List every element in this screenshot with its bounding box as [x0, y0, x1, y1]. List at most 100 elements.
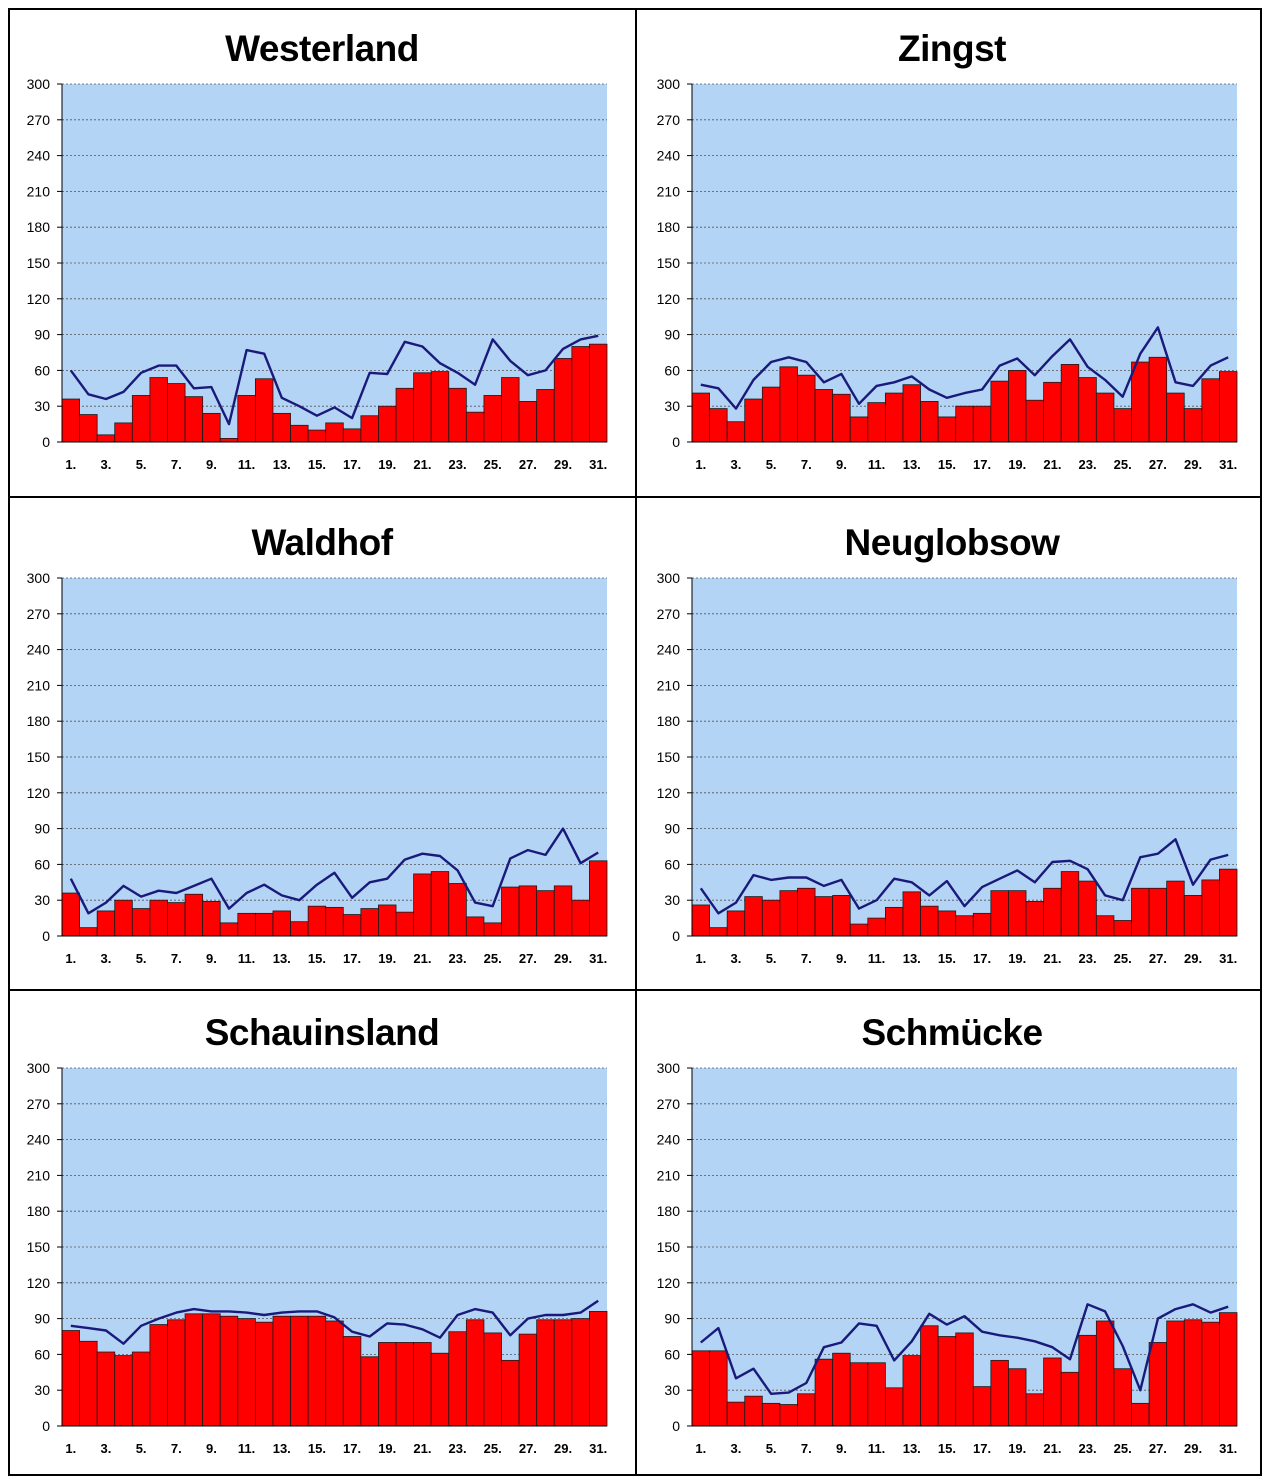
bar [1166, 1320, 1185, 1427]
bar [149, 377, 168, 443]
series-line [69, 334, 599, 426]
y-tick-label: 210 [657, 1167, 681, 1183]
x-tick-label: 15. [938, 1441, 956, 1456]
bar [553, 885, 573, 937]
bar [202, 900, 221, 937]
bar [360, 415, 379, 443]
bar [219, 438, 239, 443]
x-tick-label: 11. [238, 951, 255, 966]
bar [972, 405, 992, 443]
x-tick-label: 9. [206, 1441, 217, 1456]
x-tick-label: 13. [273, 951, 291, 966]
x-tick-label: 15. [308, 457, 326, 472]
bar [360, 908, 379, 937]
x-tick-label: 21. [413, 457, 431, 472]
x-tick-label: 23. [1079, 951, 1097, 966]
x-tick-label: 7. [171, 457, 182, 472]
y-tick-label: 300 [27, 570, 51, 586]
x-tick-label: 11. [868, 457, 885, 472]
bar [1025, 1393, 1045, 1427]
y-tick-label: 240 [27, 1132, 51, 1148]
bar [96, 1351, 116, 1427]
bar [61, 398, 80, 443]
x-tick-label: 19. [378, 1441, 396, 1456]
bar [1008, 369, 1027, 443]
bar [937, 1336, 957, 1427]
bar [237, 912, 256, 937]
bar [761, 1402, 781, 1427]
bar [937, 416, 957, 443]
bar [849, 1362, 869, 1427]
y-tick-label: 0 [42, 434, 50, 450]
x-tick-label: 19. [378, 457, 396, 472]
bar [342, 428, 362, 443]
bar [167, 383, 186, 443]
x-tick-label: 17. [973, 1441, 991, 1456]
bar [465, 1319, 485, 1427]
bar [849, 416, 869, 443]
bar [237, 395, 256, 443]
bar [955, 1332, 974, 1427]
bar [1113, 920, 1132, 937]
x-tick-label: 19. [1008, 951, 1026, 966]
bar [691, 1350, 710, 1427]
y-tick-label: 180 [657, 219, 681, 235]
y-tick-label: 150 [657, 749, 681, 765]
x-tick-label: 11. [238, 1441, 255, 1456]
bar [1043, 381, 1062, 443]
bar [430, 371, 450, 443]
bar [219, 922, 239, 937]
bar [920, 1325, 939, 1427]
bar [536, 1319, 555, 1427]
x-tick-label: 3. [101, 951, 112, 966]
bar [307, 905, 327, 937]
bar [1183, 895, 1203, 937]
x-tick-label: 1. [695, 951, 706, 966]
y-tick-label: 180 [27, 713, 51, 729]
bar [149, 1324, 168, 1427]
y-tick-label: 180 [657, 713, 681, 729]
x-tick-label: 11. [868, 951, 885, 966]
x-tick-label: 25. [1114, 951, 1132, 966]
bar [114, 1355, 133, 1427]
chart-schauinsland: 0 30 60 90 120 150 180 210 240 270 300 1. 3. 5. 7. 9. 11… [27, 1060, 608, 1456]
bar [501, 1359, 520, 1427]
x-tick-label: 29. [1184, 1441, 1202, 1456]
bar [1095, 915, 1115, 937]
bar [114, 899, 133, 937]
x-tick-label: 7. [801, 1441, 812, 1456]
bar [571, 899, 590, 937]
y-tick-label: 270 [657, 112, 681, 128]
x-tick-label: 15. [938, 457, 956, 472]
y-tick-label: 300 [657, 1060, 681, 1076]
x-tick-label: 15. [938, 951, 956, 966]
x-tick-label: 31. [1219, 457, 1237, 472]
bar [1219, 868, 1238, 937]
bar [1131, 1402, 1150, 1427]
x-tick-label: 3. [101, 1441, 112, 1456]
bar [131, 1351, 151, 1427]
bar [990, 1359, 1009, 1427]
y-tick-label: 150 [27, 1239, 51, 1255]
y-tick-label: 150 [27, 749, 51, 765]
bar [553, 1319, 573, 1427]
y-tick-label: 210 [27, 1167, 51, 1183]
x-tick-label: 1. [65, 1441, 76, 1456]
x-tick-label: 29. [554, 457, 572, 472]
bar [413, 372, 432, 443]
panel-schmuecke: Schmücke 0 30 60 90 120 150 180 210 240 270 300 1. 3… [642, 996, 1262, 1476]
bar [1148, 887, 1168, 937]
x-tick-label: 23. [449, 457, 467, 472]
x-tick-label: 23. [449, 951, 467, 966]
chart-schmuecke: 0 30 60 90 120 150 180 210 240 270 300 1. 3. 5. 7. 9. 11… [657, 1060, 1238, 1456]
y-tick-label: 120 [27, 1275, 51, 1291]
bar [395, 911, 415, 937]
bar [1078, 377, 1097, 443]
row-divider-1 [8, 496, 1262, 498]
y-tick-label: 240 [657, 148, 681, 164]
x-tick-label: 21. [413, 951, 431, 966]
bar [726, 910, 746, 937]
x-tick-label: 1. [65, 457, 76, 472]
bar [1060, 364, 1080, 443]
bar [413, 1342, 432, 1427]
